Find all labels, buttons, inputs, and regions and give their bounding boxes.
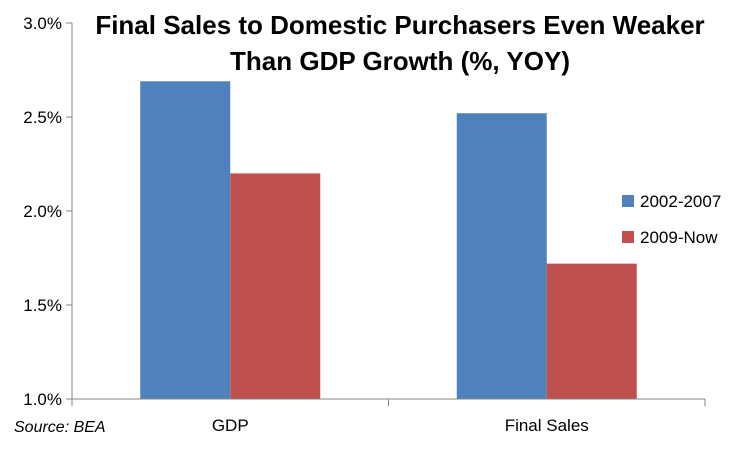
chart-title-line-1: Final Sales to Domestic Purchasers Even …: [95, 10, 704, 40]
legend-label: 2002-2007: [640, 192, 721, 211]
chart-title: Final Sales to Domestic Purchasers Even …: [95, 10, 704, 76]
chart-title-line-2: Than GDP Growth (%, YOY): [230, 46, 570, 76]
y-tick-label: 2.0%: [23, 202, 62, 221]
x-category-label: GDP: [212, 416, 249, 435]
legend: 2002-2007 2009-Now: [622, 192, 721, 247]
y-axis: 1.0% 1.5% 2.0% 2.5% 3.0%: [23, 14, 73, 409]
x-axis: GDP Final Sales: [71, 398, 706, 435]
y-tick-label: 1.0%: [23, 390, 62, 409]
y-tick-label: 1.5%: [23, 296, 62, 315]
bar: [546, 263, 637, 399]
source-note: Source: BEA: [14, 419, 106, 436]
bars-group: [140, 81, 637, 400]
bar: [456, 113, 547, 400]
bar: [140, 81, 231, 399]
legend-swatch: [622, 195, 634, 207]
bar: [230, 173, 321, 399]
x-category-label: Final Sales: [505, 416, 589, 435]
y-tick-label: 3.0%: [23, 14, 62, 33]
y-tick-label: 2.5%: [23, 108, 62, 127]
legend-swatch: [622, 231, 634, 243]
legend-label: 2009-Now: [640, 228, 718, 247]
